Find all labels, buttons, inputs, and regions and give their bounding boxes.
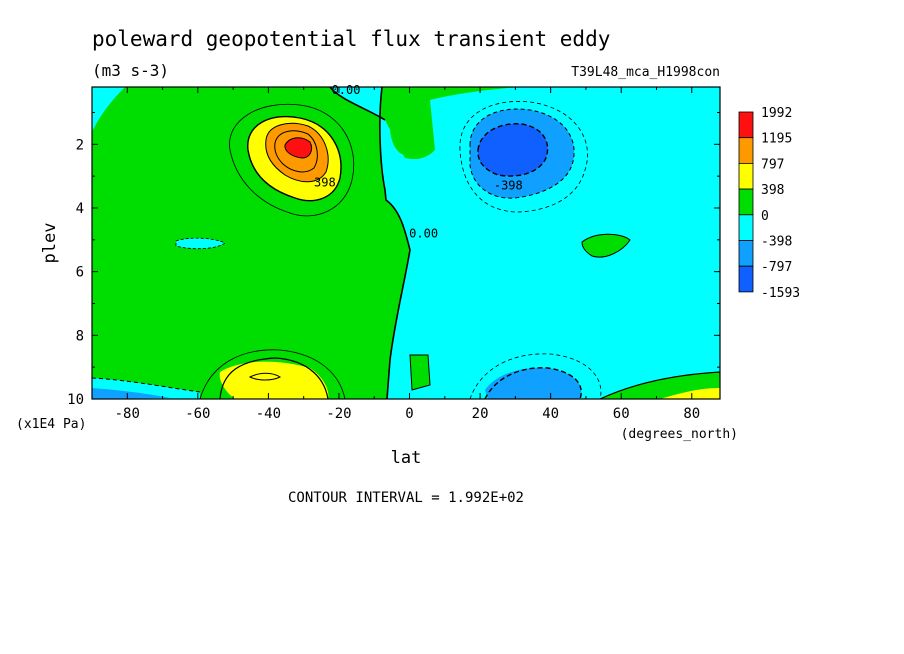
zero-contour-top <box>329 87 386 121</box>
green-island-dot <box>414 142 425 154</box>
contour-bottom-island <box>409 354 431 391</box>
legend-level-label: 1195 <box>761 132 792 147</box>
y-tick-label: 2 <box>76 137 84 153</box>
max-red <box>284 137 312 158</box>
legend-level-label: -1593 <box>761 286 800 301</box>
y-axis: 2 4 6 8 10 <box>67 111 720 408</box>
legend-level-label: 398 <box>761 183 784 198</box>
plot-frame <box>91 86 721 400</box>
legend-swatch <box>738 214 754 241</box>
contour-pos-bottom-outer <box>199 349 346 399</box>
y-tick-label: 8 <box>76 328 84 344</box>
green-island-bottom <box>410 355 430 390</box>
contour-1593 <box>284 137 313 159</box>
y-units-label: (x1E4 Pa) <box>16 417 86 432</box>
legend-swatch <box>738 162 754 190</box>
contour-label: 0.00 <box>332 83 361 97</box>
x-tick-label: -80 <box>115 406 140 422</box>
contour-pos-bottom <box>219 357 329 399</box>
contour-neg-bottom-outer <box>469 353 602 399</box>
y-tick-label: 4 <box>76 201 84 217</box>
blue-band-bottom-left <box>92 388 170 399</box>
x-tick-label: -60 <box>185 406 210 422</box>
color-legend: 1992 1195 797 398 0 -398 -797 -1593 <box>738 106 800 301</box>
legend-swatch <box>738 137 754 164</box>
contour-797 <box>265 122 329 183</box>
contour-label: 398 <box>314 176 336 190</box>
x-tick-label: 80 <box>683 406 700 422</box>
x-tick-label: 60 <box>613 406 630 422</box>
legend-level-label: -797 <box>761 260 792 275</box>
contour-interval-note: CONTOUR INTERVAL = 1.992E+02 <box>288 490 524 506</box>
x-axis-label: lat <box>391 448 422 468</box>
legend-swatch <box>738 265 754 293</box>
legend-level-label: 797 <box>761 157 784 172</box>
green-island-upper <box>390 100 418 156</box>
chart-subtitle: (m3 s-3) <box>92 61 169 80</box>
chart-title: poleward geopotential flux transient edd… <box>92 27 610 51</box>
contour-398 <box>247 115 342 202</box>
x-tick-label: -20 <box>326 406 351 422</box>
contour-neg-bottom <box>484 367 582 399</box>
contour-left-bottom <box>92 377 201 393</box>
contour-lines <box>92 87 720 399</box>
cyan-strip-upper-left <box>92 87 125 132</box>
green-island-right <box>582 234 630 258</box>
dataset-label: T39L48_mca_H1998con <box>571 65 720 80</box>
min-blue <box>477 123 548 177</box>
zero-contour <box>379 87 411 399</box>
x-units-label: (degrees_north) <box>621 427 738 442</box>
x-tick-label: -40 <box>256 406 281 422</box>
contour-label: 0.00 <box>409 226 438 240</box>
contour-right-bottom <box>599 371 720 399</box>
contour-right-island <box>581 233 631 258</box>
legend-swatch <box>738 240 754 267</box>
x-tick-label: 0 <box>405 406 413 422</box>
contour-neg-797 <box>477 123 549 177</box>
contour-neg-398 <box>469 108 575 199</box>
x-tick-label: 20 <box>472 406 489 422</box>
contour-1195 <box>274 130 318 173</box>
yellow-band-bottom-right <box>660 388 720 399</box>
legend-level-label: 0 <box>761 209 769 224</box>
contour-label: -398 <box>494 179 523 193</box>
plot-area <box>92 87 720 399</box>
legend-swatch <box>738 188 754 216</box>
x-tick-label: 40 <box>542 406 559 422</box>
y-tick-label: 10 <box>67 392 84 408</box>
contour-398-outer <box>229 103 355 217</box>
contour-neg-398-outer <box>459 101 588 213</box>
cyan-blob-left <box>176 238 225 249</box>
yellow-cell-bottom-left <box>219 361 329 399</box>
x-axis: -80 -60 -40 -20 0 20 40 60 80 <box>91 87 700 422</box>
field-negative-region <box>330 87 720 399</box>
contour-pos-bottom-inner <box>248 372 282 381</box>
legend-swatch <box>738 111 754 139</box>
y-axis-label: plev <box>40 223 60 264</box>
contour-left-blob <box>175 237 226 250</box>
legend-level-label: 1992 <box>761 106 792 121</box>
legend-level-label: -398 <box>761 235 792 250</box>
y-tick-label: 6 <box>76 265 84 281</box>
